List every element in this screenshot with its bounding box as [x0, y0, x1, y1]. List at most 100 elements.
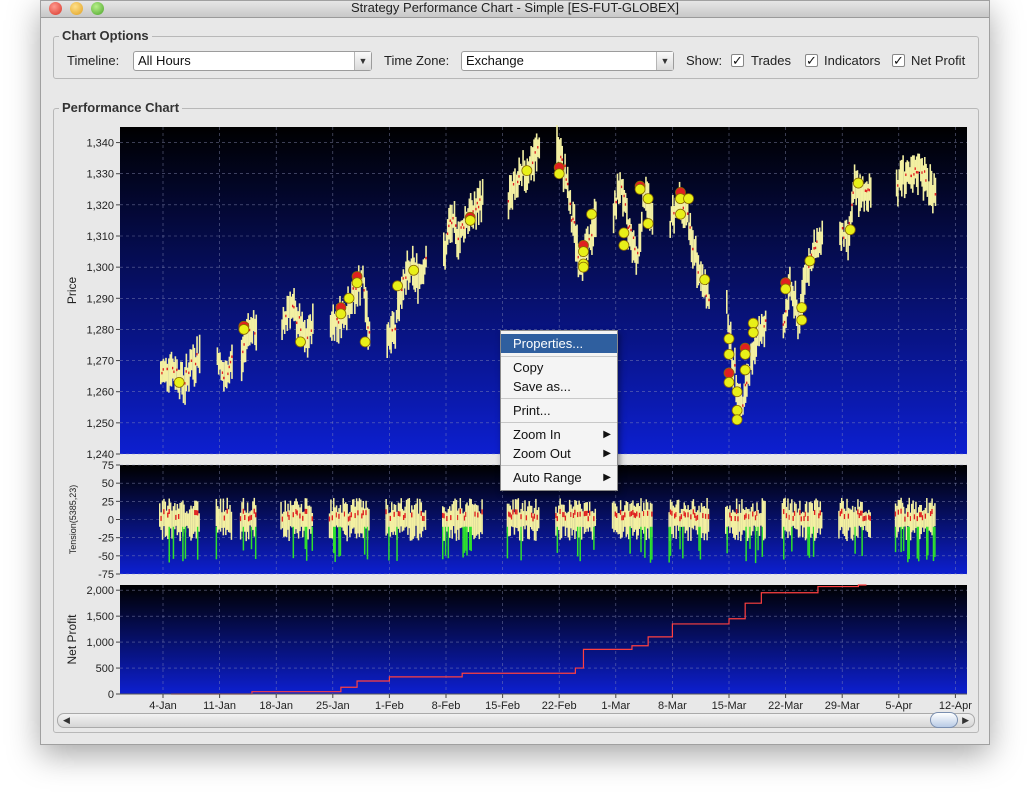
- trade-marker[interactable]: [553, 168, 565, 180]
- price-bar: [669, 220, 671, 238]
- minimize-window-button[interactable]: [70, 2, 83, 15]
- trade-marker[interactable]: [408, 264, 420, 276]
- trade-marker[interactable]: [578, 246, 589, 257]
- price-bar: [903, 171, 906, 199]
- tension-bar-body: [696, 514, 699, 520]
- indicators-checkbox[interactable]: ✓: [805, 53, 818, 68]
- x-tick-label: 8-Feb: [432, 700, 461, 712]
- title-bar[interactable]: Strategy Performance Chart - Simple [ES-…: [41, 1, 989, 18]
- trade-marker[interactable]: [642, 218, 654, 229]
- menu-item-auto-range[interactable]: Auto Range ▶: [501, 468, 617, 487]
- performance-chart-legend: Performance Chart: [59, 100, 183, 115]
- trade-marker[interactable]: [464, 215, 476, 226]
- net-profit-checkbox[interactable]: ✓: [892, 53, 905, 68]
- trade-marker[interactable]: [392, 280, 403, 292]
- price-bar-body: [783, 320, 786, 324]
- trade-marker[interactable]: [618, 227, 630, 239]
- trade-marker[interactable]: [804, 255, 816, 267]
- trade-marker[interactable]: [634, 183, 646, 195]
- tension-bar: [302, 512, 304, 538]
- trade-marker[interactable]: [796, 314, 808, 326]
- menu-item-copy[interactable]: Copy: [513, 360, 544, 375]
- price-bar: [298, 303, 301, 338]
- tension-bar: [634, 506, 637, 530]
- trade-marker[interactable]: [747, 327, 759, 338]
- price-bar-body: [479, 198, 481, 201]
- trade-marker[interactable]: [578, 261, 589, 273]
- zoom-window-button[interactable]: [91, 2, 104, 15]
- timeline-select[interactable]: All Hours ▼: [133, 51, 372, 71]
- close-window-button[interactable]: [49, 2, 62, 15]
- tension-bar-tail: [469, 526, 471, 551]
- trade-marker[interactable]: [747, 317, 759, 329]
- tension-bar: [687, 505, 689, 541]
- price-bar: [698, 264, 701, 284]
- tension-bar: [695, 512, 697, 531]
- right-arrow-icon[interactable]: ▶: [962, 715, 969, 725]
- timezone-select[interactable]: Exchange ▼: [461, 51, 674, 71]
- trade-marker[interactable]: [642, 193, 654, 205]
- scrollbar-thumb[interactable]: [930, 712, 958, 728]
- trade-marker[interactable]: [238, 324, 250, 335]
- trade-marker[interactable]: [731, 404, 743, 416]
- trade-marker[interactable]: [683, 193, 694, 205]
- trade-marker[interactable]: [731, 414, 743, 426]
- indicators-checkbox-label[interactable]: Indicators: [824, 53, 881, 68]
- price-bar: [760, 313, 763, 344]
- price-bar: [223, 362, 225, 392]
- trade-marker[interactable]: [739, 364, 751, 376]
- trade-marker[interactable]: [359, 336, 371, 348]
- net-profit-checkbox-label[interactable]: Net Profit: [911, 53, 966, 68]
- tension-bar-body: [839, 511, 842, 517]
- trade-marker[interactable]: [586, 208, 597, 220]
- price-bar: [529, 156, 531, 172]
- trade-marker[interactable]: [723, 333, 735, 345]
- tension-bar: [389, 512, 392, 537]
- trade-marker[interactable]: [723, 376, 735, 388]
- trades-checkbox-label[interactable]: Trades: [751, 53, 791, 68]
- menu-item-zoom-out[interactable]: Zoom Out ▶: [501, 444, 617, 463]
- net-profit-panel[interactable]: 2,000 1,500 1,000 500 0 Net Profit: [65, 584, 967, 701]
- trade-marker[interactable]: [796, 302, 808, 314]
- trade-marker[interactable]: [723, 367, 735, 379]
- chart-scrollbar[interactable]: ◀ ▶: [57, 712, 975, 728]
- tension-bar-tail: [305, 526, 308, 561]
- trade-marker[interactable]: [852, 177, 864, 189]
- tension-panel[interactable]: 75 50 25 0 -25 -50 -75 Tension(5385,23): [68, 460, 967, 581]
- price-bar-body: [910, 174, 912, 178]
- trade-marker[interactable]: [675, 208, 686, 220]
- tension-bar: [522, 511, 525, 527]
- price-bar: [591, 218, 593, 255]
- trade-marker[interactable]: [618, 239, 630, 251]
- trade-marker[interactable]: [844, 224, 856, 236]
- trade-marker[interactable]: [335, 308, 347, 320]
- tension-bar: [633, 505, 636, 532]
- trade-marker[interactable]: [521, 165, 533, 177]
- left-arrow-icon[interactable]: ◀: [63, 715, 70, 725]
- menu-item-save-as[interactable]: Save as...: [513, 379, 571, 394]
- trade-marker[interactable]: [343, 292, 355, 304]
- tension-bar: [733, 511, 735, 538]
- trade-marker[interactable]: [739, 348, 751, 360]
- trade-marker[interactable]: [295, 336, 306, 348]
- tension-bar: [413, 504, 416, 537]
- trade-marker[interactable]: [780, 283, 791, 295]
- trades-checkbox[interactable]: ✓: [731, 53, 744, 68]
- tension-bar: [174, 503, 176, 530]
- price-bar: [785, 298, 787, 329]
- trade-marker[interactable]: [723, 348, 735, 360]
- price-bar: [568, 191, 570, 211]
- trade-marker[interactable]: [351, 277, 363, 289]
- tension-bar: [682, 509, 684, 539]
- menu-item-properties[interactable]: Properties...: [501, 334, 617, 353]
- tension-bar-body: [630, 511, 633, 517]
- tension-bar: [679, 512, 681, 531]
- menu-item-print[interactable]: Print...: [513, 403, 551, 418]
- price-bar: [510, 175, 512, 208]
- tension-bar-tail: [556, 526, 559, 553]
- trade-marker[interactable]: [731, 386, 743, 398]
- trade-marker[interactable]: [173, 376, 185, 388]
- trade-marker[interactable]: [699, 274, 711, 286]
- menu-item-zoom-in[interactable]: Zoom In ▶: [501, 425, 617, 444]
- x-tick-label: 4-Jan: [149, 700, 177, 712]
